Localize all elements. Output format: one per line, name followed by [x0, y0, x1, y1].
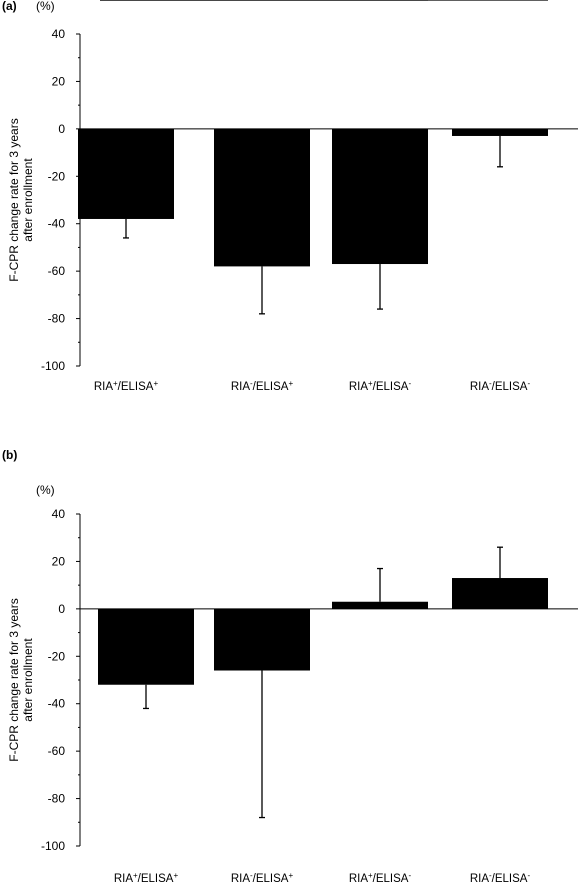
bar — [98, 608, 194, 685]
category-label-text: /ELISA — [253, 381, 289, 393]
category-label-superscript: + — [368, 871, 373, 880]
category-label-superscript: - — [489, 871, 492, 880]
category-label-text: /ELISA — [492, 873, 528, 885]
bar — [332, 128, 428, 265]
category-label: RIA+/ELISA+ — [114, 871, 179, 885]
y-tick-label: 20 — [52, 554, 66, 568]
y-tick-label: -80 — [48, 312, 66, 326]
bar — [452, 578, 548, 609]
y-tick-label: -40 — [48, 697, 66, 711]
p-symbol: P — [245, 0, 253, 3]
category-label-text: /ELISA — [373, 381, 409, 393]
y-axis-label: F-CPR change rate for 3 years — [7, 598, 21, 761]
category-label-text: RIA — [349, 873, 369, 885]
category-label: RIA-/ELISA- — [470, 379, 531, 393]
category-label-superscript: - — [408, 379, 411, 388]
category-label-superscript: - — [250, 379, 253, 388]
category-label-superscript: + — [113, 379, 118, 388]
bar — [214, 128, 310, 267]
y-tick-label: -20 — [48, 649, 66, 663]
y-tick-label: -40 — [48, 217, 66, 231]
y-tick-label: 40 — [52, 507, 66, 521]
category-label-text: /ELISA — [253, 873, 289, 885]
category-label-text: /ELISA — [492, 381, 528, 393]
bar — [78, 128, 174, 219]
y-axis-label: after enrollment — [21, 158, 35, 242]
category-label-text: RIA — [94, 381, 114, 393]
category-label-text: RIA — [470, 873, 490, 885]
category-label: RIA+/ELISA- — [349, 379, 412, 393]
category-label-text: RIA — [114, 873, 134, 885]
category-label-superscript: + — [368, 379, 373, 388]
y-tick-label: -60 — [48, 744, 66, 758]
category-label: RIA-/ELISA+ — [231, 379, 294, 393]
significance-label: P<0.05 — [305, 0, 344, 3]
bar — [452, 128, 548, 136]
category-label: RIA-/ELISA+ — [231, 871, 294, 885]
category-label-superscript: - — [489, 379, 492, 388]
category-label: RIA+/ELISA- — [349, 871, 412, 885]
y-tick-label: 20 — [52, 74, 66, 88]
category-label-superscript: + — [133, 871, 138, 880]
y-tick-label: -80 — [48, 792, 66, 806]
y-axis-label: after enrollment — [21, 638, 35, 722]
y-tick-label: 40 — [52, 27, 66, 41]
category-label-superscript: + — [288, 379, 293, 388]
bar — [332, 601, 428, 609]
category-label-text: RIA — [470, 381, 490, 393]
bar — [214, 608, 310, 671]
p-threshold: <0.05 — [313, 0, 344, 3]
category-label: RIA-/ELISA- — [470, 871, 531, 885]
y-tick-label: 0 — [58, 602, 65, 616]
category-label-superscript: - — [408, 871, 411, 880]
p-threshold: <0.05 — [253, 0, 284, 3]
category-label-text: /ELISA — [118, 381, 154, 393]
y-tick-label: -20 — [48, 169, 66, 183]
category-label-text: RIA — [231, 873, 251, 885]
category-label: RIA+/ELISA+ — [94, 379, 159, 393]
category-label-superscript: - — [527, 871, 530, 880]
unit-label: (%) — [36, 0, 55, 13]
y-tick-label: -60 — [48, 264, 66, 278]
y-tick-label: -100 — [41, 839, 65, 853]
category-label-text: /ELISA — [373, 873, 409, 885]
panel-label: (a) — [2, 0, 17, 13]
category-label-superscript: - — [250, 871, 253, 880]
category-label-text: RIA — [231, 381, 251, 393]
category-label-text: /ELISA — [138, 873, 174, 885]
category-label-superscript: + — [173, 871, 178, 880]
category-label-text: RIA — [349, 381, 369, 393]
category-label-superscript: + — [153, 379, 158, 388]
category-label-superscript: + — [288, 871, 293, 880]
y-tick-label: -100 — [41, 359, 65, 373]
y-tick-label: 0 — [58, 122, 65, 136]
p-symbol: P — [305, 0, 313, 3]
unit-label: (%) — [36, 483, 55, 497]
category-label-superscript: - — [527, 379, 530, 388]
y-axis-label: F-CPR change rate for 3 years — [7, 118, 21, 281]
significance-label: P<0.05 — [245, 0, 284, 3]
panel-label: (b) — [2, 448, 17, 462]
